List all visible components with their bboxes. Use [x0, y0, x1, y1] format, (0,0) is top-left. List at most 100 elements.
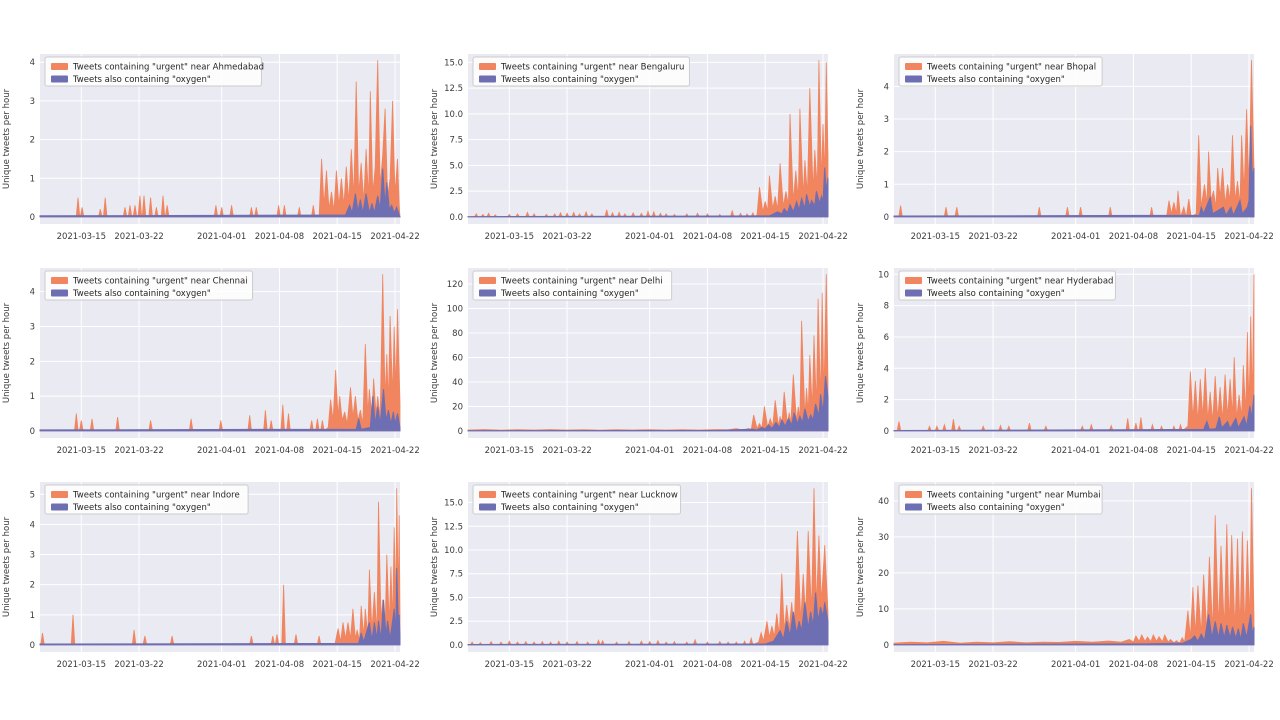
y-tick-label: 10 [878, 605, 889, 615]
y-tick-label: 4 [884, 82, 889, 92]
y-tick-label: 2 [884, 396, 889, 406]
oxygen-area [467, 592, 829, 646]
y-tick-label: 10.0 [444, 546, 463, 556]
y-axis-label: Unique tweets per hour [430, 302, 440, 403]
y-axis-label: Unique tweets per hour [856, 302, 866, 403]
y-tick-label: 2 [30, 581, 35, 591]
x-tick-label: 2021-03-15 [911, 660, 960, 670]
x-tick-label: 2021-04-08 [255, 660, 304, 670]
x-tick-label: 2021-04-22 [1224, 660, 1273, 670]
x-tick-label: 2021-04-15 [1167, 446, 1216, 456]
y-tick-label: 0 [30, 641, 35, 651]
x-tick-label: 2021-03-22 [114, 232, 163, 242]
urgent-area [467, 274, 829, 432]
y-axis-label: Unique tweets per hour [2, 516, 12, 617]
legend-urgent-swatch [51, 491, 68, 498]
x-tick-label: 2021-04-15 [313, 446, 362, 456]
x-tick-label: 2021-04-15 [741, 232, 790, 242]
y-tick-label: 2 [30, 136, 35, 146]
y-tick-label: 3 [30, 551, 35, 561]
legend-label-urgent: Tweets containing "urgent" near Bengalur… [500, 63, 684, 73]
legend-label-oxygen: Tweets also containing "oxygen" [926, 503, 1065, 513]
y-tick-label: 7.5 [449, 136, 463, 146]
x-tick-label: 2021-03-22 [114, 660, 163, 670]
x-tick-label: 2021-04-08 [1109, 660, 1158, 670]
x-tick-label: 2021-03-22 [968, 232, 1017, 242]
chart-delhi: 0 20 40 60 80 100 120 2021-03-15 2021-03-22 2021-… [428, 256, 854, 470]
x-tick-label: 2021-03-15 [57, 446, 106, 456]
chart-hyderabad: 0 2 4 6 8 10 2021-03-15 2021-03-22 2021-04-01 202… [854, 256, 1280, 470]
y-tick-label: 0 [458, 427, 463, 437]
y-tick-label: 5 [30, 490, 35, 500]
chart-mumbai: 0 10 20 30 40 2021-03-15 2021-03-22 2021-04-01 2… [854, 470, 1280, 684]
y-tick-label: 3 [30, 97, 35, 107]
legend-label-urgent: Tweets containing "urgent" near Chennai [72, 277, 248, 287]
legend-oxygen-swatch [905, 75, 922, 83]
legend-urgent-swatch [905, 277, 922, 284]
x-tick-label: 2021-03-22 [968, 660, 1017, 670]
legend-box [898, 56, 1103, 87]
x-tick-label: 2021-04-01 [197, 446, 246, 456]
y-tick-label: 2.5 [449, 187, 463, 197]
legend-oxygen-swatch [479, 503, 496, 511]
legend-urgent-swatch [479, 277, 496, 284]
x-tick-label: 2021-03-15 [911, 232, 960, 242]
y-tick-label: 12.5 [444, 84, 463, 94]
x-tick-label: 2021-04-01 [1051, 660, 1100, 670]
legend-label-urgent: Tweets containing "urgent" near Indore [72, 491, 240, 501]
y-tick-label: 8 [884, 302, 889, 312]
x-tick-label: 2021-04-15 [1167, 232, 1216, 242]
x-tick-label: 2021-03-15 [57, 232, 106, 242]
x-tick-label: 2021-04-01 [1051, 446, 1100, 456]
oxygen-area [467, 375, 829, 432]
legend-box [898, 484, 1103, 515]
y-tick-label: 1 [30, 174, 35, 184]
y-tick-label: 40 [878, 497, 889, 507]
chart-indore: 0 1 2 3 4 5 2021-03-15 2021-03-22 2021-04-01 2021… [0, 470, 426, 684]
x-tick-label: 2021-03-15 [911, 446, 960, 456]
legend-oxygen-swatch [479, 289, 496, 297]
x-tick-label: 2021-04-22 [1224, 446, 1273, 456]
legend-label-oxygen: Tweets also containing "oxygen" [500, 503, 639, 513]
x-tick-label: 2021-04-15 [741, 660, 790, 670]
y-tick-label: 0 [30, 213, 35, 223]
y-tick-label: 1 [30, 611, 35, 621]
y-tick-label: 0.0 [449, 641, 463, 651]
y-axis-label: Unique tweets per hour [856, 516, 866, 617]
chart-bhopal: 0 1 2 3 4 2021-03-15 2021-03-22 2021-04-01 2021-… [854, 42, 1280, 256]
y-tick-label: 20 [878, 569, 889, 579]
legend: Tweets containing "urgent" near Bengalur… [472, 56, 690, 87]
oxygen-area [39, 568, 401, 646]
y-axis-label: Unique tweets per hour [430, 516, 440, 617]
legend-box [44, 270, 254, 301]
y-tick-label: 15.0 [444, 58, 463, 68]
x-tick-label: 2021-04-08 [255, 232, 304, 242]
x-tick-label: 2021-04-01 [625, 446, 674, 456]
x-tick-label: 2021-03-22 [542, 660, 591, 670]
legend-label-oxygen: Tweets also containing "oxygen" [72, 503, 211, 513]
x-tick-label: 2021-04-08 [1109, 232, 1158, 242]
y-tick-label: 4 [30, 58, 35, 68]
y-tick-label: 5.0 [449, 593, 463, 603]
legend: Tweets containing "urgent" near Chennai T… [44, 270, 254, 301]
legend-box [898, 270, 1116, 301]
legend-urgent-swatch [905, 63, 922, 70]
x-tick-label: 2021-04-15 [313, 660, 362, 670]
x-tick-label: 2021-04-08 [255, 446, 304, 456]
y-tick-label: 15.0 [444, 499, 463, 509]
y-tick-label: 40 [452, 378, 463, 388]
legend-oxygen-swatch [51, 503, 68, 511]
legend: Tweets containing "urgent" near Lucknow T… [472, 484, 682, 515]
legend: Tweets containing "urgent" near Delhi Twe… [472, 270, 673, 301]
chart-ahmedabad: 0 1 2 3 4 2021-03-15 2021-03-22 2021-04-01 2021-… [0, 42, 426, 256]
oxygen-area [39, 168, 401, 218]
legend-urgent-swatch [479, 491, 496, 498]
legend-box [472, 484, 682, 515]
legend-label-urgent: Tweets containing "urgent" near Hyderaba… [926, 277, 1113, 287]
chart-lucknow: 0.0 2.5 5.0 7.5 10.0 12.5 15.0 2021-03-15 2021-0… [428, 470, 854, 684]
chart-bengaluru: 0.0 2.5 5.0 7.5 10.0 12.5 15.0 2021-03-15 2021-0… [428, 42, 854, 256]
x-tick-label: 2021-04-15 [741, 446, 790, 456]
legend-urgent-swatch [905, 491, 922, 498]
legend-label-oxygen: Tweets also containing "oxygen" [926, 289, 1065, 299]
